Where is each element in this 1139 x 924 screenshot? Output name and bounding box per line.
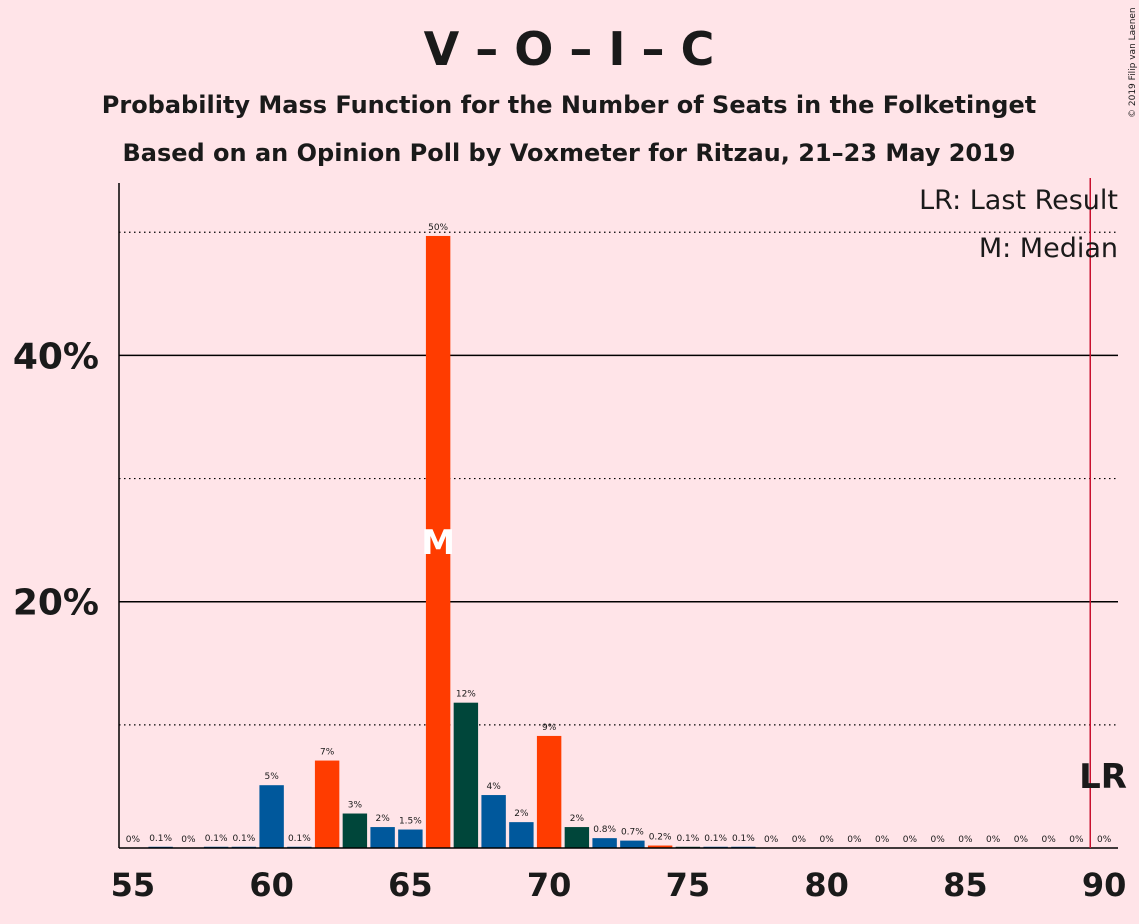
bar-label-seat-58: 0.1% (205, 834, 228, 844)
bar-label-seat-76: 0.1% (704, 834, 727, 844)
bar-label-seat-79: 0% (792, 835, 807, 845)
bar-seat-62 (314, 760, 340, 848)
bar-label-seat-82: 0% (875, 835, 890, 845)
bar-label-seat-55: 0% (126, 835, 141, 845)
bar-label-seat-60: 5% (264, 772, 279, 782)
bar-seat-70 (536, 735, 562, 848)
bar-label-seat-89: 0% (1069, 835, 1084, 845)
x-tick-label: 80 (804, 866, 849, 904)
bar-label-seat-61: 0.1% (288, 834, 311, 844)
grid-lines (119, 231, 1118, 726)
x-tick-label: 55 (111, 866, 156, 904)
bar-label-seat-67: 12% (456, 690, 476, 700)
x-tick-label: 60 (249, 866, 294, 904)
bar-seat-73 (620, 840, 645, 848)
bar-seat-74 (647, 845, 673, 848)
bar-label-seat-87: 0% (1014, 835, 1029, 845)
bar-label-seat-68: 4% (486, 782, 501, 792)
bar-label-seat-71: 2% (570, 814, 585, 824)
bar-label-seat-77: 0.1% (732, 834, 755, 844)
x-tick-label: 65 (388, 866, 433, 904)
y-tick-labels: 20% 40% (13, 336, 99, 623)
bar-seat-68 (481, 795, 506, 848)
bar-seat-71 (564, 827, 590, 848)
bar-label-seat-62: 7% (320, 748, 335, 758)
bar-seat-63 (342, 813, 368, 848)
legend-median: M: Median (979, 233, 1118, 264)
bar-seat-64 (370, 827, 395, 848)
bar-label-seat-65: 1.5% (399, 817, 422, 827)
bar-seat-66 (425, 235, 451, 848)
bar-seat-67 (453, 702, 479, 848)
x-tick-label: 75 (666, 866, 711, 904)
bar-label-seat-66: 50% (428, 223, 448, 233)
bar-label-seat-85: 0% (958, 835, 973, 845)
chart-subtitle-1: Probability Mass Function for the Number… (102, 91, 1036, 119)
bar-label-seat-56: 0.1% (149, 834, 172, 844)
bar-label-seat-73: 0.7% (621, 828, 644, 838)
bar-seat-60 (259, 785, 284, 848)
last-result-marker: LR (1079, 757, 1127, 797)
x-tick-label: 70 (527, 866, 572, 904)
median-marker: M (421, 523, 455, 563)
bar-label-seat-69: 2% (514, 809, 529, 819)
bar-label-seat-75: 0.1% (676, 834, 699, 844)
bar-seat-69 (509, 822, 534, 848)
bar-label-seat-88: 0% (1041, 835, 1056, 845)
bars-group (148, 235, 756, 848)
bar-label-seat-59: 0.1% (232, 834, 255, 844)
bar-label-seat-90: 0% (1097, 835, 1112, 845)
bar-label-seat-57: 0% (181, 835, 196, 845)
bar-label-seat-72: 0.8% (593, 825, 616, 835)
x-tick-labels: 55 60 65 70 75 80 85 90 (111, 866, 1127, 904)
bar-label-seat-86: 0% (986, 835, 1001, 845)
bar-label-seat-70: 9% (542, 723, 557, 733)
bar-label-seat-74: 0.2% (649, 833, 672, 843)
x-tick-label: 90 (1082, 866, 1127, 904)
x-tick-label: 85 (943, 866, 988, 904)
chart-title: V – O – I – C (424, 22, 715, 76)
y-tick-label: 40% (13, 336, 99, 377)
bar-label-seat-78: 0% (764, 835, 779, 845)
bar-label-seat-81: 0% (847, 835, 862, 845)
bar-label-seat-83: 0% (903, 835, 918, 845)
bar-label-seat-84: 0% (930, 835, 945, 845)
copyright-text: © 2019 Filip van Laenen (1128, 7, 1138, 118)
bar-seat-65 (398, 829, 423, 848)
bar-label-seat-63: 3% (348, 801, 363, 811)
bar-seat-72 (592, 838, 617, 848)
bar-label-seat-80: 0% (819, 835, 834, 845)
y-tick-label: 20% (13, 583, 99, 624)
bar-labels-group: 0% 0.1% 0% 0.1% 0.1% 5% 0.1% 7% 3% 2% 1.5% 50% 12% 4%… (126, 223, 1112, 845)
chart-subtitle-2: Based on an Opinion Poll by Voxmeter for… (122, 139, 1015, 167)
legend-last-result: LR: Last Result (919, 185, 1118, 216)
bar-label-seat-64: 2% (375, 814, 390, 824)
